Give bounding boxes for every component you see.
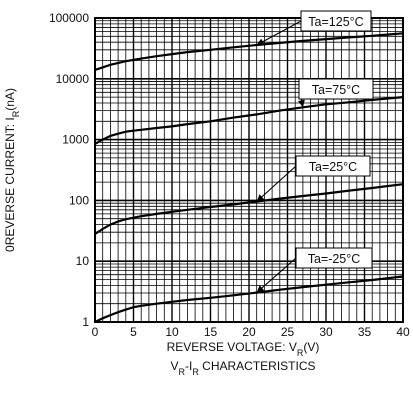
annotation-leader bbox=[256, 257, 297, 293]
annotation-label: Ta=125°C bbox=[308, 15, 363, 29]
annotation-box bbox=[300, 10, 372, 32]
y-tick-label: 100000 bbox=[49, 11, 89, 25]
annotation-label: Ta=75°C bbox=[312, 83, 360, 97]
x-tick-label: 25 bbox=[281, 325, 295, 339]
annotation-arrowhead bbox=[256, 194, 265, 202]
y-tick-label: 1000 bbox=[62, 133, 89, 147]
x-axis-label-sub: R bbox=[297, 348, 304, 358]
annotation-arrowhead bbox=[256, 38, 265, 45]
annotation-box bbox=[295, 155, 371, 177]
x-axis-label-text: REVERSE VOLTAGE: V bbox=[167, 340, 297, 354]
y-tick-label: 1 bbox=[82, 315, 89, 329]
x-tick-label: 20 bbox=[242, 325, 256, 339]
y-axis-label-unit: (nA) bbox=[3, 88, 17, 111]
plot-frame bbox=[94, 17, 404, 323]
caption-sub-a: R bbox=[178, 367, 185, 377]
series-line-2 bbox=[94, 183, 404, 235]
x-tick-label: 0 bbox=[92, 325, 99, 339]
y-axis-label-sub: R bbox=[11, 110, 21, 117]
y-axis-ticks: 1 10 100 1000 10000 100000 bbox=[49, 11, 89, 329]
x-axis-ticks: 0 5 10 15 20 25 30 35 40 bbox=[92, 325, 410, 339]
series-layer bbox=[94, 32, 404, 323]
series-line-3 bbox=[94, 275, 404, 323]
annotation-label: Ta=25°C bbox=[309, 160, 357, 174]
y-axis-label-text: 0REVERSE CURRENT: I bbox=[3, 117, 17, 252]
annotation-leader bbox=[256, 20, 302, 46]
y-tick-label: 10000 bbox=[56, 72, 90, 86]
caption-rest: CHARACTERISTICS bbox=[199, 359, 316, 373]
x-tick-label: 40 bbox=[396, 325, 410, 339]
series-line-0 bbox=[94, 32, 404, 71]
y-tick-label: 100 bbox=[69, 193, 89, 207]
series-line-1 bbox=[94, 96, 404, 145]
annotation-arrowhead bbox=[256, 285, 265, 293]
x-tick-label: 5 bbox=[130, 325, 137, 339]
y-axis-label: 0REVERSE CURRENT: IR(nA) bbox=[3, 88, 21, 252]
caption-mid: -I bbox=[185, 359, 192, 373]
x-tick-label: 10 bbox=[165, 325, 179, 339]
x-tick-label: 35 bbox=[358, 325, 372, 339]
annotation-box bbox=[295, 247, 373, 269]
y-tick-label: 10 bbox=[76, 254, 90, 268]
x-axis-label: REVERSE VOLTAGE: VR(V) bbox=[167, 340, 320, 358]
annotation-leader bbox=[256, 165, 297, 202]
annotation-box bbox=[298, 78, 374, 100]
caption-base-a: V bbox=[170, 359, 178, 373]
x-tick-label: 15 bbox=[204, 325, 218, 339]
caption-sub-b: R bbox=[192, 367, 199, 377]
chart-grid bbox=[95, 18, 403, 322]
x-tick-label: 30 bbox=[319, 325, 333, 339]
x-axis-label-unit: (V) bbox=[303, 340, 319, 354]
annotation-layer: Ta=125°C Ta=75°C Ta=25°C Ta=-25°C bbox=[256, 10, 374, 293]
chart-caption: VR-IR CHARACTERISTICS bbox=[170, 359, 315, 377]
annotation-label: Ta=-25°C bbox=[308, 252, 361, 266]
annotation-arrowhead bbox=[298, 99, 305, 108]
